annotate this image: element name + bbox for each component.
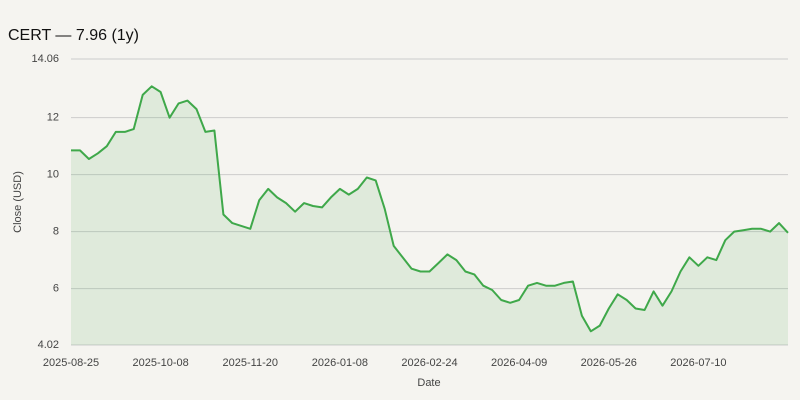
chart-title: CERT — 7.96 (1y): [8, 27, 139, 44]
y-tick-label: 14.06: [31, 53, 59, 65]
y-tick-label: 6: [53, 283, 59, 295]
y-tick-label: 10: [47, 169, 59, 181]
x-tick-label: 2025-08-25: [43, 357, 99, 369]
x-tick-label: 2026-01-08: [312, 357, 368, 369]
x-tick-label: 2026-04-09: [491, 357, 547, 369]
y-axis-label: Close (USD): [12, 171, 24, 233]
x-axis-label: Date: [417, 377, 440, 389]
area: [71, 86, 788, 346]
y-tick-label: 8: [53, 226, 59, 238]
line: [71, 85, 789, 333]
x-tick-label: 2026-05-26: [581, 357, 637, 369]
y-tick-label: 12: [47, 112, 59, 124]
x-tick-label: 2025-11-20: [223, 357, 278, 369]
x-tick-label: 2026-02-24: [401, 357, 457, 369]
y-tick-label: 4.02: [38, 339, 59, 351]
x-tick-label: 2026-07-10: [670, 357, 726, 369]
x-tick-label: 2025-10-08: [132, 357, 188, 369]
